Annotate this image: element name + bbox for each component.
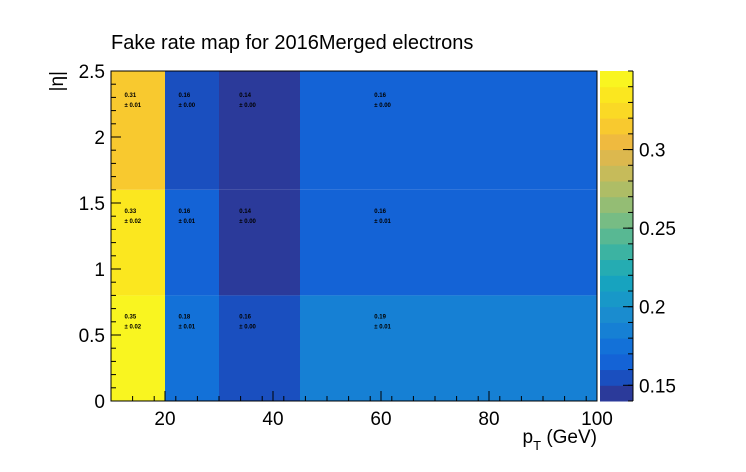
color-scale-swatch xyxy=(600,118,633,135)
y-tick-label: 1.5 xyxy=(79,194,105,215)
chart-title: Fake rate map for 2016Merged electrons xyxy=(111,32,473,54)
y-axis-label: |η| xyxy=(47,71,68,91)
color-scale-swatch xyxy=(600,306,633,323)
x-tick-label: 60 xyxy=(370,409,391,430)
color-scale-axis: 0.15 0.2 0.25 0.3 xyxy=(623,70,676,402)
color-scale-swatch xyxy=(600,102,633,119)
cell-error-label: ± 0.00 xyxy=(239,103,256,109)
cell-value-label: 0.19 xyxy=(374,315,386,321)
color-scale-swatch xyxy=(600,291,633,308)
heatmap-cell xyxy=(165,189,219,296)
heatmap-cell xyxy=(165,71,219,190)
y-tick-label: 2 xyxy=(94,128,105,149)
color-scale-swatch xyxy=(600,369,633,386)
cell-value-label: 0.14 xyxy=(239,93,251,99)
color-scale-swatch xyxy=(600,385,633,402)
cell-error-label: ± 0.01 xyxy=(179,219,196,225)
heatmap-cell xyxy=(111,189,165,296)
cell-error-label: ± 0.00 xyxy=(179,103,196,109)
x-tick-label: 100 xyxy=(581,409,613,430)
color-scale-tick-label: 0.2 xyxy=(639,298,665,319)
color-scale-tick-label: 0.3 xyxy=(639,141,665,162)
color-scale-bar xyxy=(600,71,633,402)
cell-value-labels: 0.31 ± 0.01 0.16 ± 0.00 0.14 ± 0.00 0.16 ± 0.00… xyxy=(125,93,392,330)
cell-value-label: 0.31 xyxy=(125,93,137,99)
cell-error-label: ± 0.01 xyxy=(179,325,196,331)
cell-value-label: 0.16 xyxy=(374,209,386,215)
color-scale-swatch xyxy=(600,196,633,213)
y-tick-label: 2.5 xyxy=(79,62,105,83)
color-scale-swatch xyxy=(600,322,633,339)
cell-value-label: 0.14 xyxy=(239,209,251,215)
color-scale-swatch xyxy=(600,212,633,229)
heatmap-cells xyxy=(111,71,597,401)
cell-error-label: ± 0.00 xyxy=(374,103,391,109)
x-tick-label: 40 xyxy=(262,409,283,430)
x-axis-label: pT (GeV) xyxy=(523,427,597,453)
cell-error-label: ± 0.01 xyxy=(125,103,142,109)
plot-frame xyxy=(110,70,598,402)
x-tick-label: 80 xyxy=(478,409,499,430)
color-scale-swatch xyxy=(600,86,633,103)
y-tick-label: 1 xyxy=(94,260,105,281)
y-tick-label: 0 xyxy=(94,392,105,413)
color-scale-swatch xyxy=(600,259,633,276)
cell-value-label: 0.16 xyxy=(239,315,251,321)
color-scale-swatch xyxy=(600,181,633,198)
cell-value-label: 0.16 xyxy=(179,209,191,215)
x-axis: 20 40 60 80 100 xyxy=(110,391,613,430)
y-axis: 0 0.5 1 1.5 2 2.5 xyxy=(79,62,121,413)
color-scale-tick-label: 0.25 xyxy=(639,219,676,240)
heatmap-cell xyxy=(300,295,597,401)
cell-value-label: 0.16 xyxy=(179,93,191,99)
cell-error-label: ± 0.02 xyxy=(125,219,142,225)
heatmap-cell xyxy=(111,71,165,190)
x-tick-label: 20 xyxy=(154,409,175,430)
cell-error-label: ± 0.00 xyxy=(239,219,256,225)
cell-error-label: ± 0.01 xyxy=(374,325,391,331)
cell-value-label: 0.33 xyxy=(125,209,137,215)
color-scale-swatch xyxy=(600,71,633,88)
heatmap-cell xyxy=(219,71,300,190)
heatmap-cell xyxy=(165,295,219,401)
color-scale-swatch xyxy=(600,149,633,166)
color-scale-swatch xyxy=(600,228,633,245)
cell-error-label: ± 0.01 xyxy=(374,219,391,225)
color-scale-tick-label: 0.15 xyxy=(639,376,676,397)
color-scale-swatch xyxy=(600,275,633,292)
cell-value-label: 0.18 xyxy=(179,315,191,321)
cell-value-label: 0.16 xyxy=(374,93,386,99)
cell-value-label: 0.35 xyxy=(125,315,137,321)
y-tick-label: 0.5 xyxy=(79,326,105,347)
cell-error-label: ± 0.02 xyxy=(125,325,142,331)
color-scale-swatch xyxy=(600,243,633,261)
heatmap-cell xyxy=(111,295,165,401)
heatmap-cell xyxy=(219,189,300,296)
color-scale-swatch xyxy=(600,165,633,182)
heatmap-cell xyxy=(300,189,597,296)
color-scale-swatch xyxy=(600,338,633,355)
color-scale-swatch xyxy=(600,353,633,371)
heatmap-cell xyxy=(300,71,597,190)
heatmap-cell xyxy=(219,295,300,401)
color-scale-swatch xyxy=(600,133,633,151)
cell-error-label: ± 0.00 xyxy=(239,325,256,331)
